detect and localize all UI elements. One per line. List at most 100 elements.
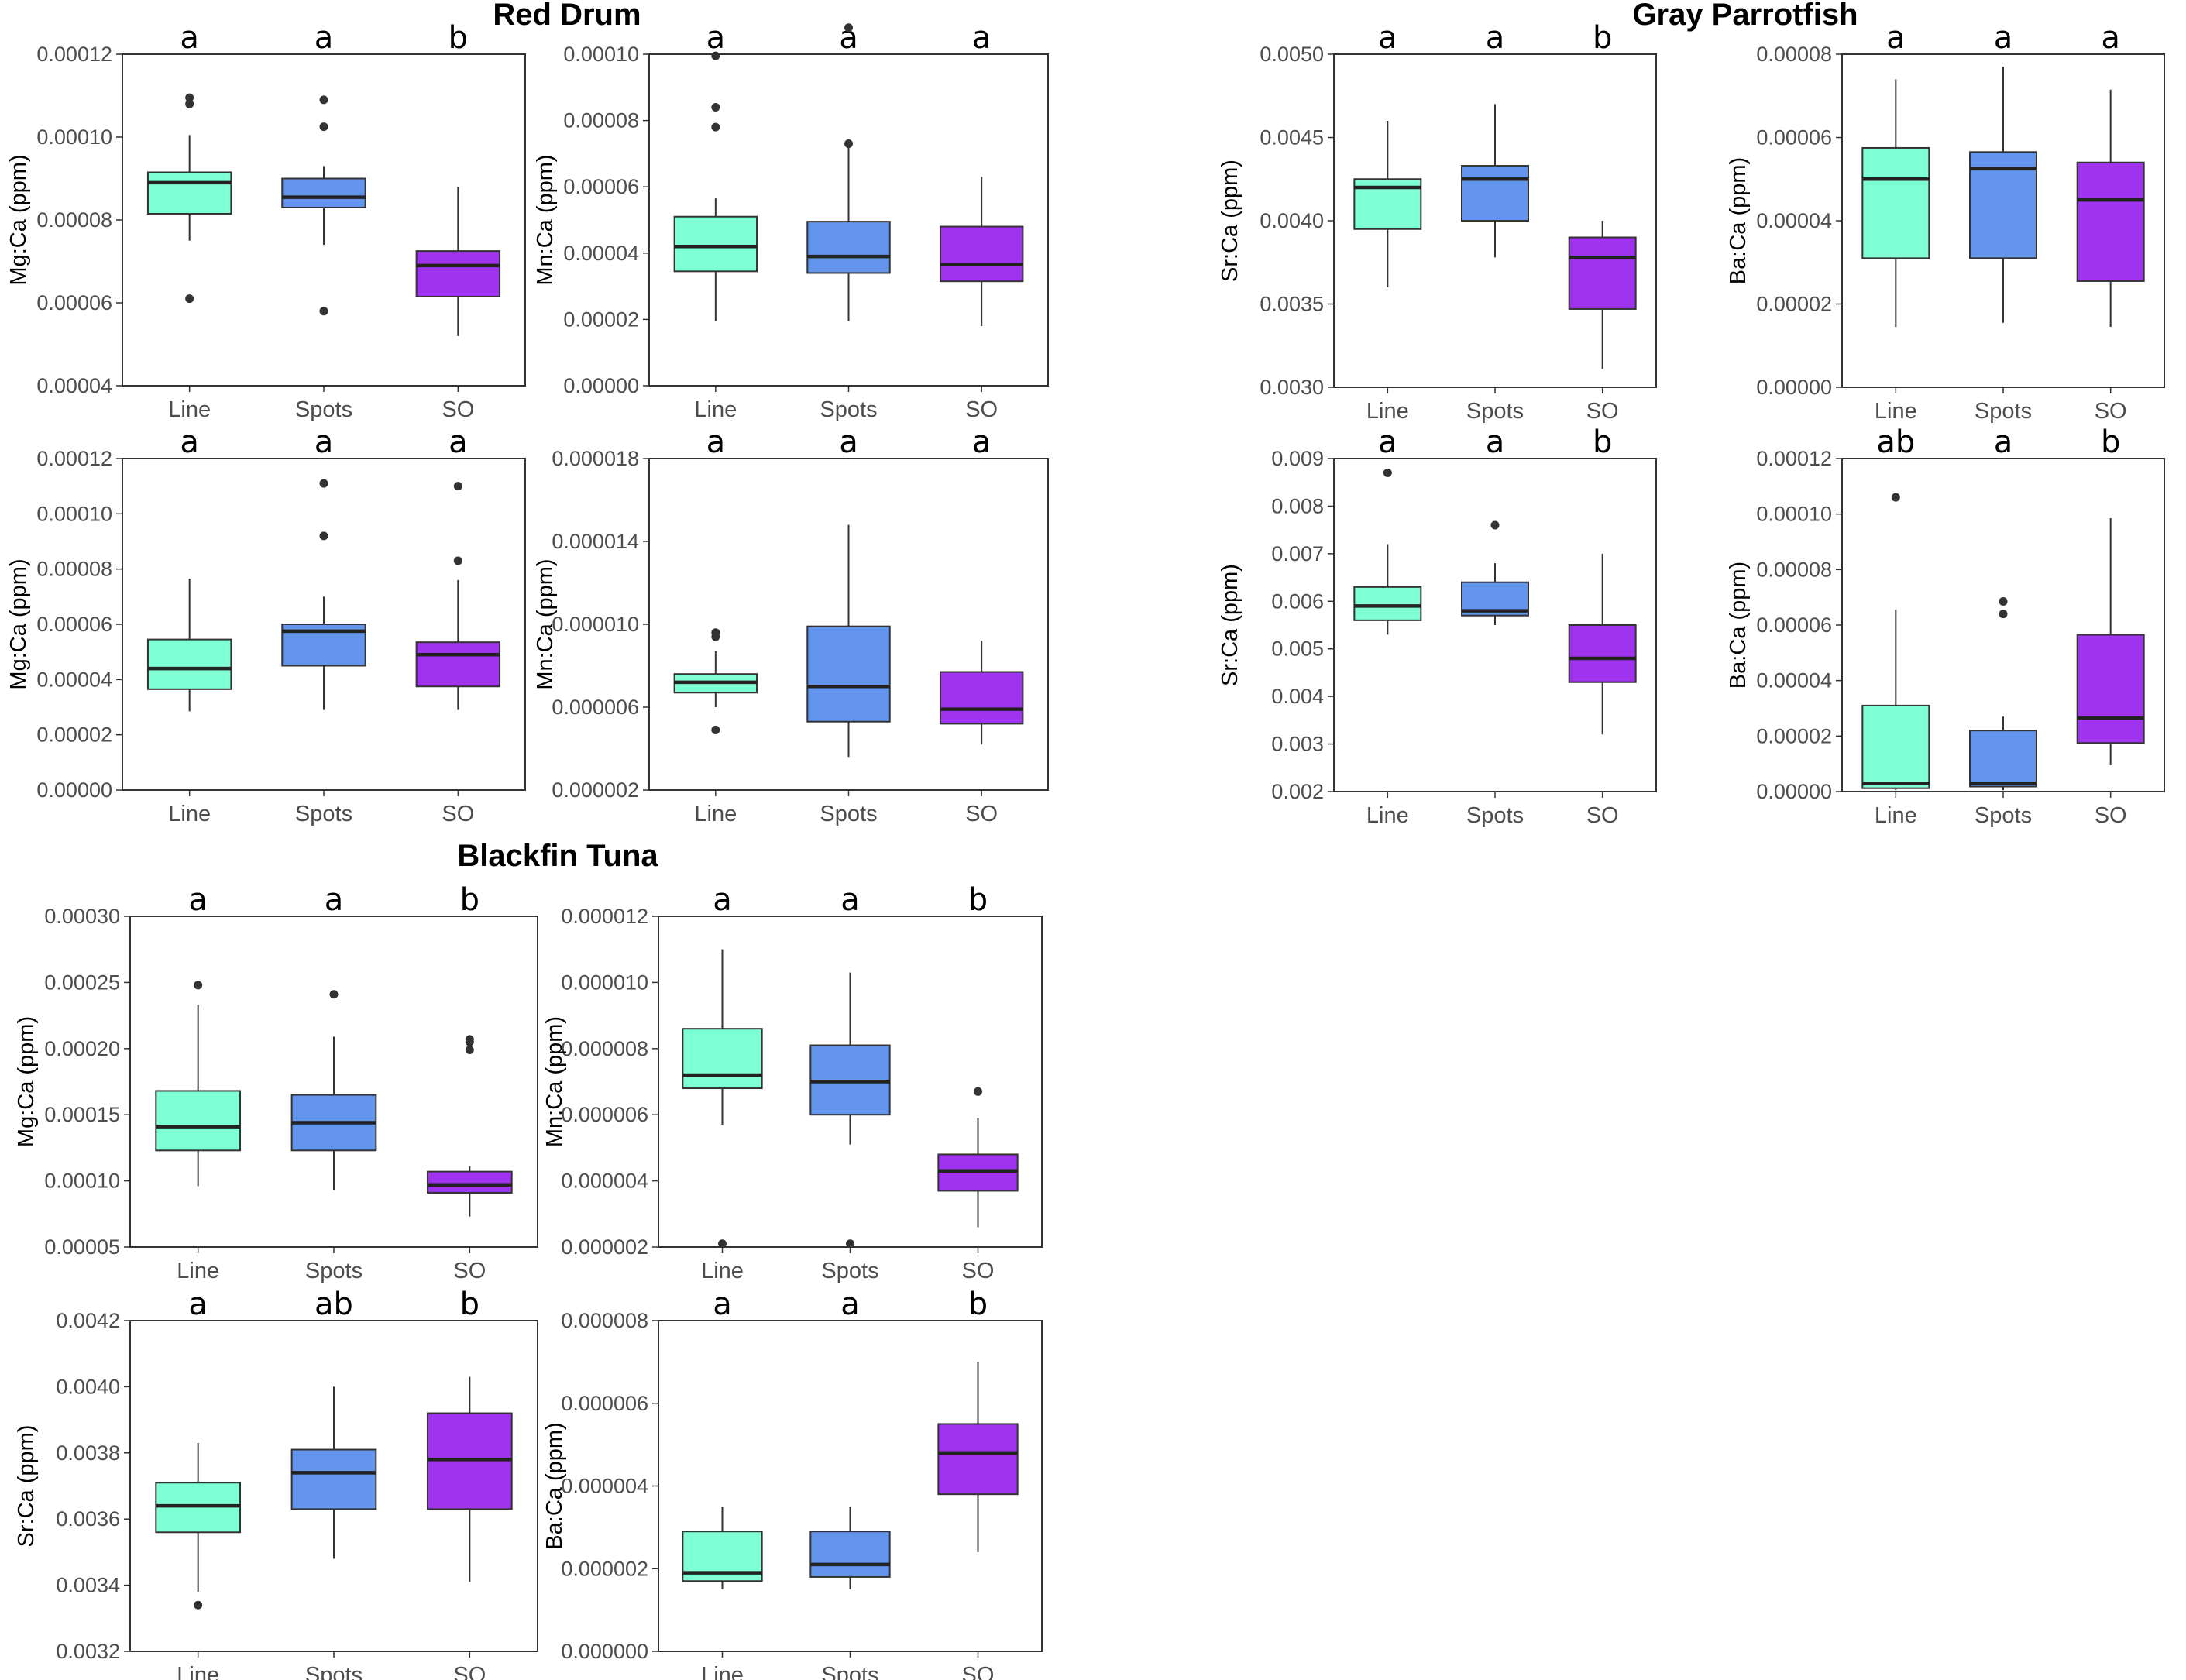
y-tick-label: 0.0036 [56,1507,120,1531]
y-tick-label: 0.0030 [1260,376,1324,399]
x-tick-label-spots: Spots [1466,803,1524,828]
y-tick-label: 0.00012 [36,43,112,66]
outlier-point [185,99,194,108]
y-tick-label: 0.00025 [44,971,120,994]
y-tick-label: 0.00010 [1756,503,1832,526]
x-tick-label-line: Line [1875,803,1917,828]
y-tick-label: 0.00004 [36,668,112,691]
significance-letter: a [1378,424,1397,460]
y-axis-label: Mg:Ca (ppm) [6,154,31,285]
x-tick-label-so: SO [1586,803,1619,828]
significance-letter: a [1486,20,1505,56]
y-tick-label: 0.006 [1271,589,1324,613]
box-spots [290,1448,377,1510]
panel-8: 0.00005 0.00010 0.00015 0.00020 0.00025 0.000… [14,882,538,1283]
plot-frame [658,916,1043,1248]
plot-frame [129,916,538,1248]
panel-0: 0.00004 0.00006 0.00008 0.00010 0.00012 Mg:Ca… [6,20,526,422]
significance-letter: a [839,424,858,460]
box-line [1861,146,1930,259]
y-tick-label: 0.00020 [44,1037,120,1060]
y-axis-label: Mg:Ca (ppm) [6,558,31,689]
outlier-point [974,1087,982,1096]
outlier-point [1891,493,1900,502]
outlier-point [711,725,720,734]
x-tick-label-spots: Spots [821,1259,878,1283]
significance-letter: a [2101,20,2120,56]
plot-frame [1333,53,1657,388]
plot-frame [658,1320,1043,1652]
significance-letter: b [460,882,479,918]
title-red-drum: Red Drum [493,0,641,32]
panel-9: 0.000002 0.000004 0.000006 0.000008 0.000010… [542,882,1043,1283]
y-tick-label: 0.000002 [561,1235,648,1259]
y-tick-label: 0.0050 [1260,43,1324,66]
significance-letter: a [972,20,992,56]
box-so [937,1423,1019,1496]
y-axis-label: Mn:Ca (ppm) [533,558,558,689]
box-so [1568,624,1637,683]
x-tick-label-so: SO [965,802,998,826]
y-tick-label: 0.005 [1271,637,1324,661]
y-tick-label: 0.00010 [563,43,639,66]
x-tick-label-spots: Spots [821,1663,878,1680]
outlier-point [319,479,328,488]
box-line [1353,586,1422,621]
y-tick-label: 0.00002 [1756,293,1832,316]
x-tick-label-spots: Spots [305,1259,363,1283]
y-tick-label: 0.0045 [1260,126,1324,149]
outlier-point [844,23,853,33]
outlier-point [846,1239,854,1249]
x-tick-label-line: Line [177,1663,219,1680]
y-tick-label: 0.0040 [1260,209,1324,232]
y-tick-label: 0.002 [1271,780,1324,803]
outlier-point [1999,610,2008,619]
x-tick-label-spots: Spots [1975,399,2032,424]
y-tick-label: 0.00006 [563,175,639,198]
outlier-point [1383,468,1392,477]
y-tick-label: 0.00000 [563,374,639,397]
y-tick-label: 0.0038 [56,1441,120,1465]
box-so [939,671,1024,725]
plot-frame [1841,458,2165,792]
y-tick-label: 0.000006 [561,1103,648,1126]
y-tick-label: 0.0040 [56,1375,120,1398]
y-tick-label: 0.00005 [44,1235,120,1259]
y-tick-label: 0.00008 [36,558,112,581]
y-tick-label: 0.000006 [552,696,639,719]
panel-4: 0.00000 0.00002 0.00004 0.00006 0.00008 0.000… [6,424,526,826]
significance-letter: b [968,882,988,918]
significance-letter: a [1378,20,1397,56]
significance-letter: a [1886,20,1906,56]
box-line [673,215,758,273]
box-spots [1461,165,1529,222]
significance-letter: b [2101,424,2120,460]
y-tick-label: 0.00010 [44,1170,120,1193]
y-axis-label: Sr:Ca (ppm) [1218,564,1243,686]
plot-frame [122,458,526,791]
significance-letter: b [460,1287,479,1322]
outlier-point [844,139,853,149]
y-tick-label: 0.00012 [1756,447,1832,470]
x-tick-label-so: SO [2095,399,2127,424]
y-tick-label: 0.00002 [563,307,639,331]
outlier-point [185,93,194,102]
y-tick-label: 0.000012 [561,905,648,928]
x-tick-label-line: Line [701,1259,744,1283]
y-tick-label: 0.0032 [56,1640,120,1663]
x-tick-label-line: Line [694,802,737,826]
y-tick-label: 0.00006 [36,291,112,314]
y-tick-label: 0.0035 [1260,293,1324,316]
outlier-point [319,95,328,105]
y-axis-label: Ba:Ca (ppm) [542,1422,567,1549]
box-so [939,225,1024,283]
x-tick-label-spots: Spots [295,397,352,422]
y-tick-label: 0.000008 [561,1037,648,1060]
y-tick-label: 0.000002 [552,778,639,802]
significance-letter: a [972,424,992,460]
y-tick-label: 0.0042 [56,1309,120,1332]
y-tick-label: 0.00010 [36,125,112,149]
outlier-point [711,628,720,637]
y-tick-label: 0.000000 [561,1640,648,1663]
